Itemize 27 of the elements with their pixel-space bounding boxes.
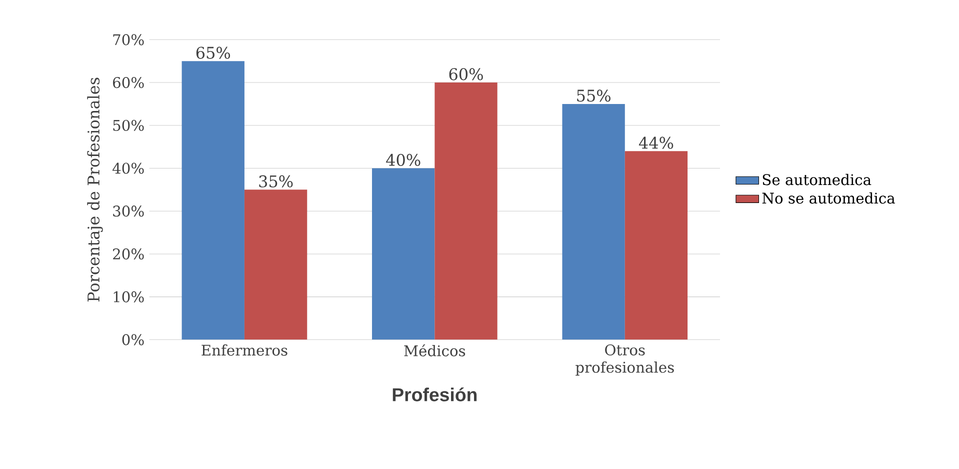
y-tick-label: 40% xyxy=(112,162,144,174)
bar xyxy=(434,82,498,340)
y-tick-label: 60% xyxy=(113,76,144,88)
y-tick-label: 50% xyxy=(113,120,144,131)
data-label: 55% xyxy=(577,90,610,102)
y-tick-label: 20% xyxy=(113,248,144,260)
y-tick-label: 0% xyxy=(122,334,144,346)
x-axis-title: Profesión xyxy=(392,387,477,402)
data-label: 44% xyxy=(638,136,674,149)
y-axis-title: Porcentaje de Profesionales xyxy=(87,78,103,302)
legend-label: Se automedica xyxy=(762,174,872,186)
bar xyxy=(624,151,688,340)
data-label: 60% xyxy=(449,68,483,80)
bar xyxy=(372,168,435,340)
data-label: 35% xyxy=(259,175,293,188)
y-tick-label: 30% xyxy=(113,206,144,217)
y-tick-label: 10% xyxy=(114,291,144,302)
data-label: 65% xyxy=(196,46,230,59)
bar xyxy=(562,104,625,340)
data-label: 40% xyxy=(386,154,420,166)
x-tick-label: Otros profesionales xyxy=(576,344,674,376)
legend-label: No se automedica xyxy=(762,192,895,204)
x-tick-label: Enfermeros xyxy=(202,344,288,356)
y-tick-label: 70% xyxy=(113,34,144,46)
bar xyxy=(244,190,308,340)
x-tick-label: Médicos xyxy=(404,344,466,356)
bar xyxy=(182,61,244,340)
